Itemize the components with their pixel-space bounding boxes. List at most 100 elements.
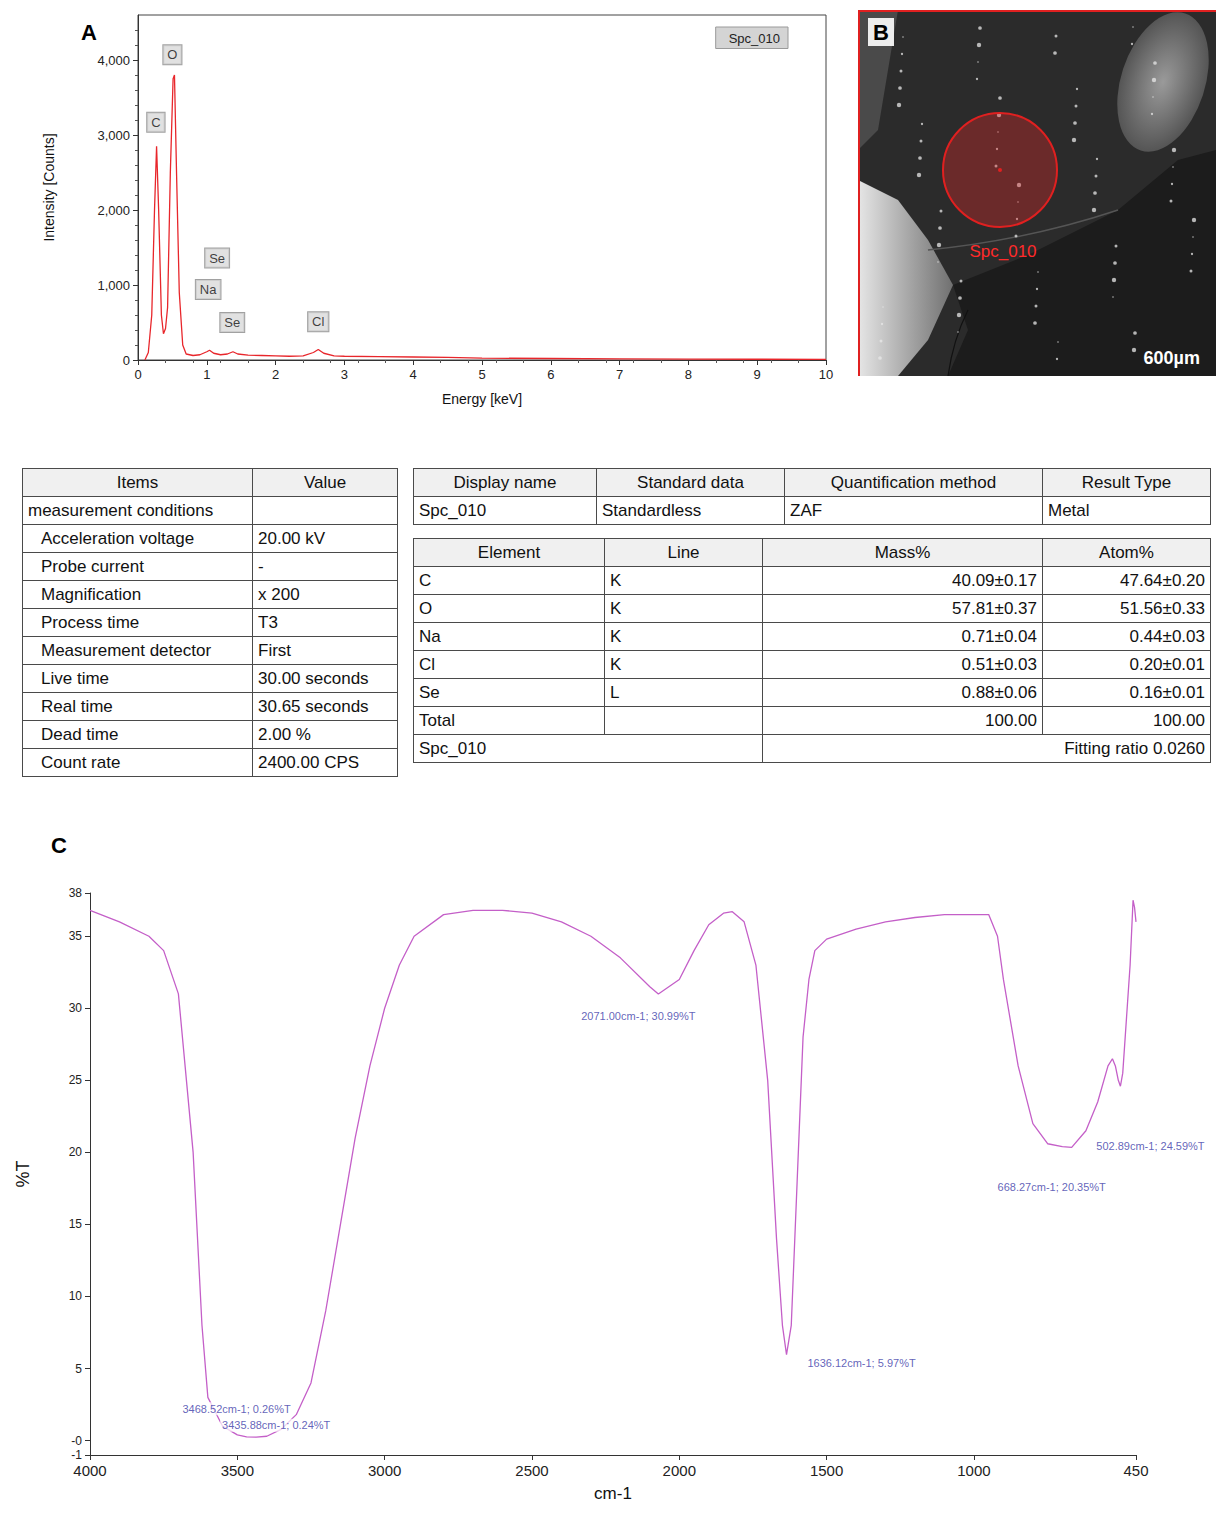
html-text:57.81±0.37: 57.81±0.37: [952, 598, 1037, 618]
html-text:Live time: Live time: [41, 668, 109, 688]
html-text:Metal: Metal: [1048, 500, 1090, 520]
svg-text:4,000: 4,000: [97, 53, 130, 68]
svg-text:668.27cm-1; 20.35%T: 668.27cm-1; 20.35%T: [998, 1181, 1107, 1193]
svg-text:9: 9: [754, 367, 761, 382]
svg-text:-1: -1: [71, 1448, 82, 1462]
svg-text:3,000: 3,000: [97, 128, 130, 143]
html-text:x 200: x 200: [258, 584, 300, 604]
html-text:0.44±0.03: 0.44±0.03: [1129, 626, 1205, 646]
html-text:ZAF: ZAF: [790, 500, 823, 520]
html-text:2400.00 CPS: 2400.00 CPS: [258, 752, 360, 772]
svg-text:10: 10: [69, 1289, 83, 1303]
html-text:Acceleration voltage: Acceleration voltage: [41, 528, 195, 548]
html-text:Se: Se: [419, 682, 440, 702]
svg-text:2: 2: [272, 367, 279, 382]
html-text:Line: Line: [667, 542, 700, 562]
html-text:20.00 kV: 20.00 kV: [258, 528, 326, 548]
svg-text:3468.52cm-1; 0.26%T: 3468.52cm-1; 0.26%T: [182, 1403, 291, 1415]
svg-text:Cl: Cl: [312, 314, 324, 329]
svg-text:3000: 3000: [368, 1462, 401, 1479]
svg-text:Intensity [Counts]: Intensity [Counts]: [41, 133, 57, 241]
svg-text:450: 450: [1123, 1462, 1148, 1479]
html-text:Count rate: Count rate: [41, 752, 121, 772]
svg-text:Energy [keV]: Energy [keV]: [442, 391, 522, 407]
svg-text:cm-1: cm-1: [594, 1484, 632, 1503]
svg-text:Na: Na: [200, 282, 217, 297]
svg-text:O: O: [167, 47, 177, 62]
html-text:30.65 seconds: 30.65 seconds: [258, 696, 369, 716]
svg-text:20: 20: [69, 1145, 83, 1159]
html-text:Element: Element: [477, 542, 541, 562]
html-text:T3: T3: [258, 612, 278, 632]
svg-text:0: 0: [123, 353, 130, 368]
html-text:47.64±0.20: 47.64±0.20: [1120, 570, 1205, 590]
svg-text:25: 25: [69, 1073, 83, 1087]
svg-text:3: 3: [341, 367, 348, 382]
html-text:Spc_010: Spc_010: [419, 500, 487, 520]
svg-text:C: C: [51, 833, 67, 858]
svg-text:8: 8: [685, 367, 692, 382]
html-text:40.09±0.17: 40.09±0.17: [952, 570, 1037, 590]
html-text:Result Type: Result Type: [1081, 472, 1172, 492]
svg-text:1: 1: [203, 367, 210, 382]
html-text:Standardless: Standardless: [602, 500, 702, 520]
svg-text:0: 0: [134, 367, 141, 382]
svg-text:35: 35: [69, 929, 83, 943]
svg-text:15: 15: [69, 1217, 83, 1231]
html-text:30.00 seconds: 30.00 seconds: [258, 668, 369, 688]
svg-text:Spc_010: Spc_010: [729, 31, 780, 46]
svg-text:6: 6: [547, 367, 554, 382]
svg-text:1500: 1500: [810, 1462, 843, 1479]
html-text:Standard data: Standard data: [637, 472, 744, 492]
html-text:Items: Items: [116, 472, 159, 492]
svg-text:2,000: 2,000: [97, 203, 130, 218]
svg-text:38: 38: [69, 886, 83, 900]
svg-text:-0: -0: [71, 1434, 82, 1448]
svg-text:3435.88cm-1; 0.24%T: 3435.88cm-1; 0.24%T: [222, 1419, 331, 1431]
html-text:Measurement detector: Measurement detector: [41, 640, 212, 660]
html-text:Atom%: Atom%: [1099, 542, 1154, 562]
html-text:Quantification method: Quantification method: [830, 472, 997, 492]
html-text:51.56±0.33: 51.56±0.33: [1120, 598, 1205, 618]
svg-text:4000: 4000: [73, 1462, 106, 1479]
svg-text:10: 10: [819, 367, 833, 382]
svg-text:1000: 1000: [957, 1462, 990, 1479]
html-text:Magnification: Magnification: [41, 584, 142, 604]
svg-text:1,000: 1,000: [97, 278, 130, 293]
svg-text:2500: 2500: [515, 1462, 548, 1479]
html-text:First: First: [258, 640, 291, 660]
html-text:Probe current: Probe current: [41, 556, 144, 576]
html-text:2.00 %: 2.00 %: [258, 724, 311, 744]
html-text:0.16±0.01: 0.16±0.01: [1129, 682, 1205, 702]
html-text:Display name: Display name: [453, 472, 557, 492]
svg-text:Spc_010: Spc_010: [969, 242, 1036, 261]
html-text:Mass%: Mass%: [874, 542, 931, 562]
html-text:0.71±0.04: 0.71±0.04: [961, 626, 1037, 646]
html-text:0.88±0.06: 0.88±0.06: [961, 682, 1037, 702]
svg-text:B: B: [873, 20, 889, 45]
html-text:Na: Na: [419, 626, 441, 646]
svg-text:7: 7: [616, 367, 623, 382]
svg-text:%T: %T: [13, 1160, 33, 1187]
svg-text:Se: Se: [209, 251, 225, 266]
svg-text:2000: 2000: [663, 1462, 696, 1479]
svg-text:4: 4: [410, 367, 417, 382]
svg-text:C: C: [151, 115, 160, 130]
svg-text:Se: Se: [224, 315, 240, 330]
svg-text:600µm: 600µm: [1144, 348, 1200, 368]
html-text:0.20±0.01: 0.20±0.01: [1129, 654, 1205, 674]
html-text:measurement conditions: measurement conditions: [28, 500, 214, 520]
html-text:Value: Value: [303, 472, 347, 492]
svg-text:A: A: [81, 20, 97, 45]
html-text:0.51±0.03: 0.51±0.03: [961, 654, 1037, 674]
svg-text:3500: 3500: [221, 1462, 254, 1479]
svg-text:5: 5: [75, 1362, 82, 1376]
html-text:Dead time: Dead time: [41, 724, 119, 744]
html-text:Process time: Process time: [41, 612, 140, 632]
html-text:Real time: Real time: [41, 696, 113, 716]
svg-text:30: 30: [69, 1001, 83, 1015]
svg-text:5: 5: [478, 367, 485, 382]
svg-text:2071.00cm-1; 30.99%T: 2071.00cm-1; 30.99%T: [581, 1010, 696, 1022]
svg-text:502.89cm-1; 24.59%T: 502.89cm-1; 24.59%T: [1096, 1140, 1205, 1152]
svg-text:1636.12cm-1; 5.97%T: 1636.12cm-1; 5.97%T: [807, 1357, 916, 1369]
